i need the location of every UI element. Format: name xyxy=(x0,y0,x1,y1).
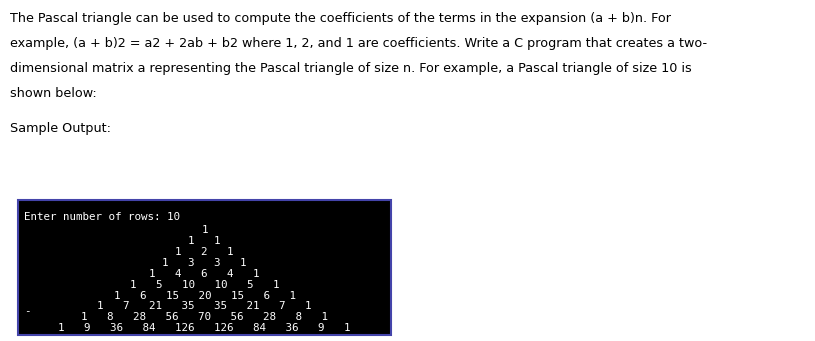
Text: 1   5   10   10   5   1: 1 5 10 10 5 1 xyxy=(130,280,280,290)
Text: 1: 1 xyxy=(201,225,208,235)
Text: 1   8   28   56   70   56   28   8   1: 1 8 28 56 70 56 28 8 1 xyxy=(81,312,328,322)
Text: Sample Output:: Sample Output: xyxy=(10,122,111,135)
Text: 1   4   6   4   1: 1 4 6 4 1 xyxy=(149,269,260,279)
Text: dimensional matrix a representing the Pascal triangle of size n. For example, a : dimensional matrix a representing the Pa… xyxy=(10,62,692,75)
Text: The Pascal triangle can be used to compute the coefficients of the terms in the : The Pascal triangle can be used to compu… xyxy=(10,12,671,25)
FancyBboxPatch shape xyxy=(18,200,391,335)
Text: 1   1: 1 1 xyxy=(188,236,221,246)
Text: Enter number of rows: 10: Enter number of rows: 10 xyxy=(24,212,180,222)
Text: 1   3   3   1: 1 3 3 1 xyxy=(162,258,247,268)
Text: example, (a + b)2 = a2 + 2ab + b2 where 1, 2, and 1 are coefficients. Write a C : example, (a + b)2 = a2 + 2ab + b2 where … xyxy=(10,37,707,50)
Text: -: - xyxy=(24,306,31,316)
Text: 1   2   1: 1 2 1 xyxy=(175,247,234,257)
Text: 1   9   36   84   126   126   84   36   9   1: 1 9 36 84 126 126 84 36 9 1 xyxy=(59,323,350,333)
Text: 1   6   15   20   15   6   1: 1 6 15 20 15 6 1 xyxy=(113,291,296,300)
Text: shown below:: shown below: xyxy=(10,87,96,100)
Text: 1   7   21   35   35   21   7   1: 1 7 21 35 35 21 7 1 xyxy=(97,301,312,311)
